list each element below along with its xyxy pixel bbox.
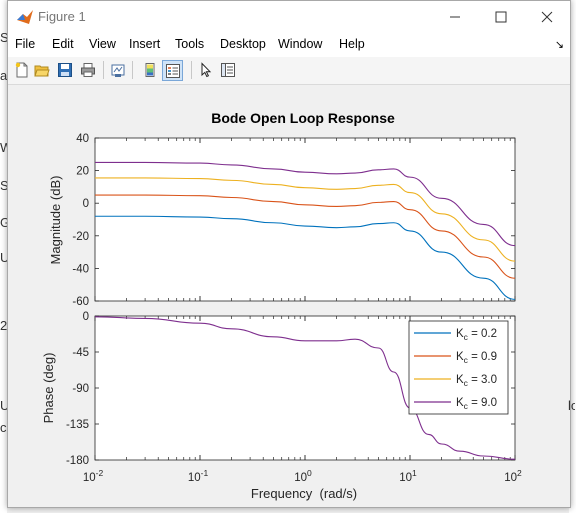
magnitude-series-line-1 <box>94 194 516 279</box>
property-inspector-button[interactable] <box>218 60 238 80</box>
magnitude-plot-background <box>94 137 516 302</box>
dock-arrow-icon[interactable]: ↘ <box>554 39 564 51</box>
legend-icon <box>165 63 180 78</box>
x-tick-label: 100 <box>294 468 312 484</box>
magnitude-y-tick-label: 20 <box>76 166 89 178</box>
menu-file[interactable]: File <box>15 37 36 51</box>
menu-tools[interactable]: Tools <box>175 37 205 51</box>
link-plot-icon <box>111 64 125 77</box>
menu-help[interactable]: Help <box>339 37 365 51</box>
magnitude-y-tick-label: -40 <box>72 263 89 275</box>
insert-legend-button[interactable] <box>162 60 183 81</box>
magnitude-axes[interactable]: 40 20 0 -20 -40 -60 Magnitude (dB) <box>48 133 516 308</box>
toolbar <box>8 57 570 85</box>
magnitude-y-tick-label: -60 <box>72 296 89 308</box>
menu-view[interactable]: View <box>89 37 116 51</box>
legend-entry-label: Kc = 0.2 <box>456 328 497 342</box>
title-bar: Figure 1 <box>8 1 570 32</box>
background-text-fragment: W <box>0 140 7 155</box>
phase-y-tick-label: 0 <box>83 311 89 323</box>
background-text-fragment: Us <box>0 250 7 265</box>
background-text-fragment: ch <box>0 420 7 435</box>
magnitude-y-tick-label: -20 <box>72 231 89 243</box>
print-button[interactable] <box>78 60 98 80</box>
new-figure-icon <box>15 62 28 78</box>
save-icon <box>58 63 72 77</box>
background-text-fragment: S <box>0 30 7 45</box>
legend-entry-label: Kc = 9.0 <box>456 397 497 411</box>
phase-y-label: Phase (deg) <box>41 353 56 424</box>
legend-box <box>408 320 509 415</box>
background-text-fragment: lo <box>568 398 575 413</box>
background-text-fragment: Us <box>0 398 7 413</box>
minimize-button[interactable] <box>432 1 478 32</box>
menu-bar: File Edit View Insert Tools Desktop Wind… <box>8 32 570 57</box>
menu-insert[interactable]: Insert <box>129 37 161 51</box>
figure-canvas: Bode Open Loop Response 40 20 0 -20 -40 -60 M… <box>41 110 522 501</box>
background-text-fragment: 2. <box>0 318 7 333</box>
x-tick-label: 10-2 <box>83 468 104 484</box>
background-window-right <box>569 0 576 513</box>
background-window <box>0 0 7 513</box>
phase-y-tick-label: -135 <box>66 419 89 431</box>
maximize-icon <box>495 11 507 22</box>
legend[interactable]: Kc = 0.2 Kc = 0.9 Kc = 3.0 Kc = 9.0 <box>408 320 509 415</box>
open-file-icon <box>34 65 50 77</box>
magnitude-y-tick-label: 40 <box>76 133 89 145</box>
x-tick-label: 102 <box>504 468 522 484</box>
menu-desktop[interactable]: Desktop <box>220 37 266 51</box>
menu-edit[interactable]: Edit <box>52 37 74 51</box>
x-axis-label: Frequency (rad/s) <box>251 486 357 501</box>
chart-title: Bode Open Loop Response <box>211 110 395 126</box>
close-icon <box>541 11 553 22</box>
background-text-fragment: Su <box>0 178 7 193</box>
legend-entry-label: Kc = 0.9 <box>456 351 497 365</box>
legend-entry-label: Kc = 3.0 <box>456 374 497 388</box>
phase-axes[interactable]: 0-45-90-135-180 Phase (deg) Kc = 0.2Kc =… <box>41 311 516 467</box>
maximize-button[interactable] <box>478 1 524 32</box>
menu-window[interactable]: Window <box>278 37 323 51</box>
phase-y-tick-label: -45 <box>72 347 89 359</box>
link-plot-button[interactable] <box>108 60 128 80</box>
phase-y-tick-label: -90 <box>72 383 89 395</box>
background-text-fragment: a <box>0 68 7 83</box>
window-title: Figure 1 <box>38 9 86 24</box>
insert-colorbar-button[interactable] <box>140 60 160 80</box>
magnitude-y-tick-label: 0 <box>83 198 89 210</box>
x-tick-label: 101 <box>399 468 417 484</box>
edit-plot-button[interactable] <box>196 60 216 80</box>
toolbar-separator <box>103 61 104 79</box>
magnitude-series-line-2 <box>95 177 516 262</box>
matlab-app-icon <box>17 10 33 24</box>
print-icon <box>81 63 95 77</box>
property-inspector-icon <box>221 63 235 77</box>
toolbar-separator <box>132 61 133 79</box>
minimize-icon <box>450 16 460 17</box>
phase-series-line-0 <box>94 316 516 460</box>
open-file-button[interactable] <box>32 60 52 80</box>
colorbar-icon <box>145 63 155 77</box>
magnitude-series-line-3 <box>95 161 516 247</box>
phase-y-tick-label: -180 <box>66 455 89 467</box>
new-figure-button[interactable] <box>12 60 32 80</box>
save-button[interactable] <box>55 60 75 80</box>
close-button[interactable] <box>524 1 570 32</box>
figure-window: Figure 1 File Edit View Insert Tools Des… <box>7 0 571 508</box>
edit-plot-icon <box>201 62 212 78</box>
background-text-fragment: Gl <box>0 215 7 230</box>
x-tick-label: 10-1 <box>188 468 209 484</box>
magnitude-series-line-0 <box>95 215 516 300</box>
toolbar-separator <box>191 61 192 79</box>
magnitude-y-label: Magnitude (dB) <box>48 176 63 265</box>
